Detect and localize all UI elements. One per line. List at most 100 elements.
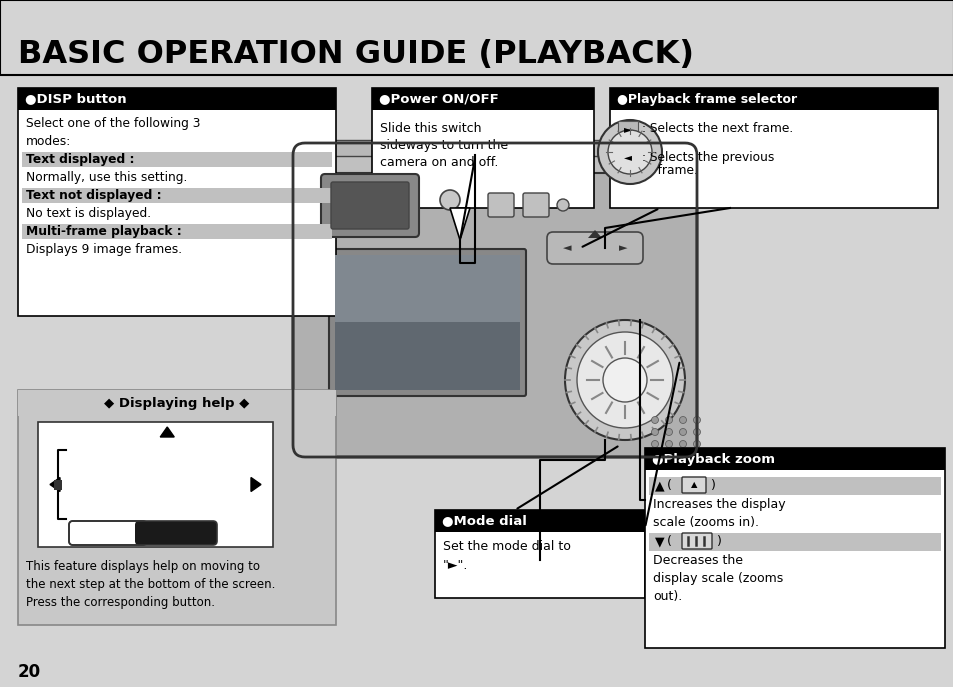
Polygon shape (50, 477, 60, 491)
Text: display scale (zooms: display scale (zooms (652, 572, 782, 585)
Text: Text displayed :: Text displayed : (26, 153, 134, 166)
Text: ●Playback zoom: ●Playback zoom (651, 453, 774, 466)
Text: ►: ► (623, 124, 631, 134)
Text: ◄: ◄ (623, 152, 631, 162)
FancyBboxPatch shape (331, 182, 409, 229)
Bar (38, 422, 273, 547)
Text: ▼: ▼ (655, 535, 664, 548)
Bar (435, 510, 644, 598)
Circle shape (607, 130, 651, 174)
Bar (18, 390, 335, 416)
Polygon shape (251, 477, 261, 491)
Text: "►".: "►". (442, 559, 468, 572)
Text: Slide this switch: Slide this switch (379, 122, 481, 135)
Circle shape (651, 416, 658, 423)
Bar (325, 140, 664, 156)
Text: (: ( (666, 480, 675, 493)
Text: modes:: modes: (26, 135, 71, 148)
Text: camera on and off.: camera on and off. (379, 156, 497, 169)
Circle shape (665, 440, 672, 447)
Text: ●Mode dial: ●Mode dial (441, 515, 526, 528)
Text: ▲: ▲ (690, 480, 697, 490)
Bar (335, 255, 519, 390)
Text: out).: out). (652, 590, 681, 603)
Circle shape (679, 429, 686, 436)
Circle shape (679, 440, 686, 447)
Text: ●Playback frame selector: ●Playback frame selector (617, 93, 797, 106)
Text: ): ) (712, 535, 721, 548)
Circle shape (651, 429, 658, 436)
Bar (618, 149, 638, 165)
Text: Multi-frame playback :: Multi-frame playback : (26, 225, 182, 238)
FancyBboxPatch shape (522, 193, 548, 217)
FancyBboxPatch shape (681, 533, 711, 549)
Circle shape (439, 190, 459, 210)
Circle shape (651, 440, 658, 447)
Bar (648, 477, 940, 495)
Text: BASIC OPERATION GUIDE (PLAYBACK): BASIC OPERATION GUIDE (PLAYBACK) (18, 39, 693, 71)
FancyBboxPatch shape (135, 521, 216, 545)
Text: ▲: ▲ (655, 480, 664, 493)
Text: scale (zooms in).: scale (zooms in). (652, 516, 759, 529)
Bar (648, 533, 940, 551)
Circle shape (598, 120, 661, 184)
Text: Select one of the following 3: Select one of the following 3 (26, 117, 200, 130)
Text: ●Power ON/OFF: ●Power ON/OFF (378, 93, 498, 106)
Text: sideways to turn the: sideways to turn the (379, 139, 508, 152)
Text: frame.: frame. (641, 164, 698, 177)
Bar (18, 390, 335, 625)
FancyBboxPatch shape (546, 232, 642, 264)
Text: Increases the display: Increases the display (652, 498, 785, 511)
Bar (54, 480, 62, 490)
Bar (644, 448, 944, 470)
Circle shape (564, 320, 684, 440)
Circle shape (602, 358, 646, 402)
Bar (22, 152, 332, 167)
Text: Press the corresponding button.: Press the corresponding button. (26, 596, 214, 609)
Bar (372, 88, 594, 110)
Bar (22, 188, 332, 203)
Circle shape (693, 416, 700, 423)
Text: Decreases the: Decreases the (652, 554, 742, 567)
Bar (18, 88, 335, 316)
Text: 20: 20 (18, 663, 41, 681)
Text: No text is displayed.: No text is displayed. (26, 207, 151, 220)
Bar (0, 0, 953, 75)
Text: ●DISP button: ●DISP button (25, 93, 127, 106)
Circle shape (679, 416, 686, 423)
Bar (372, 88, 594, 208)
Text: Normally, use this setting.: Normally, use this setting. (26, 171, 187, 184)
Text: Displays 9 image frames.: Displays 9 image frames. (26, 243, 182, 256)
Text: ◄: ◄ (562, 243, 571, 253)
Text: ►: ► (618, 243, 626, 253)
Text: This feature displays help on moving to: This feature displays help on moving to (26, 560, 260, 573)
Text: (: ( (666, 535, 675, 548)
Bar (609, 88, 937, 208)
Bar (618, 121, 638, 137)
Circle shape (557, 199, 568, 211)
Bar (22, 224, 332, 239)
Text: the next step at the bottom of the screen.: the next step at the bottom of the scree… (26, 578, 275, 591)
Circle shape (693, 440, 700, 447)
Text: ): ) (706, 480, 715, 493)
Text: : Selects the previous: : Selects the previous (641, 150, 774, 164)
FancyBboxPatch shape (293, 143, 697, 457)
Circle shape (665, 429, 672, 436)
Bar (18, 88, 335, 110)
Circle shape (577, 332, 672, 428)
Bar (335, 255, 519, 322)
Circle shape (665, 416, 672, 423)
Polygon shape (450, 208, 470, 240)
Bar (609, 88, 937, 110)
Circle shape (693, 429, 700, 436)
Text: ◆ Displaying help ◆: ◆ Displaying help ◆ (104, 396, 250, 409)
Bar (435, 510, 644, 532)
FancyBboxPatch shape (329, 249, 525, 396)
FancyBboxPatch shape (69, 521, 147, 545)
Polygon shape (160, 532, 174, 542)
Polygon shape (160, 427, 174, 437)
Polygon shape (587, 230, 601, 238)
FancyBboxPatch shape (320, 174, 418, 237)
Text: : Selects the next frame.: : Selects the next frame. (641, 122, 792, 135)
Text: Text not displayed :: Text not displayed : (26, 189, 161, 202)
